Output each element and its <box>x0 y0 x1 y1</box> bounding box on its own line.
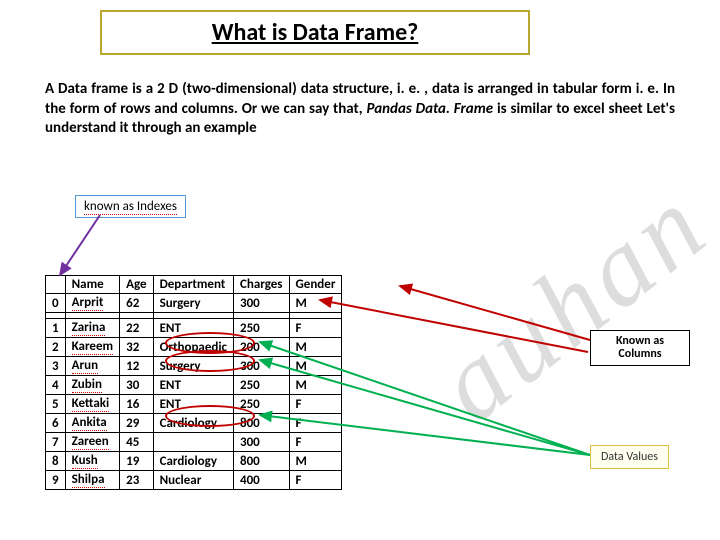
cell-gender: M <box>289 376 342 395</box>
cell-index: 0 <box>46 294 66 313</box>
cell-charges: 250 <box>234 319 290 338</box>
cell-charges: 250 <box>234 395 290 414</box>
cell-dept: Surgery <box>153 294 233 313</box>
table-header-row: Name Age Department Charges Gender <box>46 276 342 294</box>
dataframe-table: Name Age Department Charges Gender 0Arpr… <box>45 275 342 490</box>
cell-age: 45 <box>120 433 153 452</box>
table-row: 8Kush19Cardiology800M <box>46 452 342 471</box>
cell-name: Kareem <box>65 338 120 357</box>
watermark-text: auhan <box>413 160 720 448</box>
cell-index: 3 <box>46 357 66 376</box>
cell-gender: F <box>289 471 342 490</box>
description-text: A Data frame is a 2 D (two-dimensional) … <box>45 80 675 139</box>
cell-dept: Orthopaedic <box>153 338 233 357</box>
cell-dept: ENT <box>153 319 233 338</box>
title-container: What is Data Frame? <box>100 10 530 55</box>
cell-index: 1 <box>46 319 66 338</box>
cell-gender: M <box>289 338 342 357</box>
cell-index: 7 <box>46 433 66 452</box>
cell-dept: ENT <box>153 395 233 414</box>
cell-dept: ENT <box>153 376 233 395</box>
cell-gender: M <box>289 294 342 313</box>
cell-name: Arun <box>65 357 120 376</box>
table-row: 5Kettaki16ENT250F <box>46 395 342 414</box>
cell-dept: Nuclear <box>153 471 233 490</box>
col-dept: Department <box>153 276 233 294</box>
cell-index: 4 <box>46 376 66 395</box>
cell-name: Zareen <box>65 433 120 452</box>
cell-gender: M <box>289 452 342 471</box>
index-header <box>46 276 66 294</box>
cell-gender: M <box>289 357 342 376</box>
cell-age: 12 <box>120 357 153 376</box>
col-gender: Gender <box>289 276 342 294</box>
cell-charges: 400 <box>234 471 290 490</box>
cell-age: 32 <box>120 338 153 357</box>
dataframe-table-container: Name Age Department Charges Gender 0Arpr… <box>45 275 342 490</box>
cell-charges: 300 <box>234 294 290 313</box>
table-row: 0Arprit62Surgery300M <box>46 294 342 313</box>
cell-index: 5 <box>46 395 66 414</box>
cell-name: Arprit <box>65 294 120 313</box>
table-row: 1Zarina22ENT250F <box>46 319 342 338</box>
cell-index: 8 <box>46 452 66 471</box>
cell-charges: 300 <box>234 433 290 452</box>
indexes-callout-text: known as Indexes <box>84 199 177 215</box>
cell-name: Kush <box>65 452 120 471</box>
cell-gender: F <box>289 319 342 338</box>
table-row: 9Shilpa23Nuclear400F <box>46 471 342 490</box>
cell-index: 9 <box>46 471 66 490</box>
cell-age: 29 <box>120 414 153 433</box>
cell-gender: F <box>289 414 342 433</box>
cell-charges: 800 <box>234 414 290 433</box>
cell-dept: Cardiology <box>153 414 233 433</box>
cell-name: Zarina <box>65 319 120 338</box>
cell-name: Ankita <box>65 414 120 433</box>
cell-index: 2 <box>46 338 66 357</box>
desc-part2-italic: Pandas Data. Frame <box>366 100 497 118</box>
cell-age: 22 <box>120 319 153 338</box>
cell-name: Kettaki <box>65 395 120 414</box>
arrow-columns-2 <box>320 300 588 352</box>
table-row: 4Zubin30ENT250M <box>46 376 342 395</box>
cell-age: 16 <box>120 395 153 414</box>
table-row: 7Zareen45 300F <box>46 433 342 452</box>
cell-gender: F <box>289 433 342 452</box>
cell-age: 62 <box>120 294 153 313</box>
cell-index: 6 <box>46 414 66 433</box>
cell-charges: 800 <box>234 452 290 471</box>
columns-callout: Known as Columns <box>590 330 690 366</box>
cell-name: Shilpa <box>65 471 120 490</box>
table-row: 2Kareem32Orthopaedic200M <box>46 338 342 357</box>
table-row: 6Ankita29Cardiology800F <box>46 414 342 433</box>
cell-charges: 250 <box>234 376 290 395</box>
col-charges: Charges <box>234 276 290 294</box>
cell-dept: Surgery <box>153 357 233 376</box>
indexes-callout: known as Indexes <box>75 195 186 218</box>
cell-age: 19 <box>120 452 153 471</box>
cell-gender: F <box>289 395 342 414</box>
col-name: Name <box>65 276 120 294</box>
cell-age: 30 <box>120 376 153 395</box>
cell-age: 23 <box>120 471 153 490</box>
cell-charges: 300 <box>234 357 290 376</box>
cell-charges: 200 <box>234 338 290 357</box>
table-row: 3Arun12Surgery300M <box>46 357 342 376</box>
cell-dept <box>153 433 233 452</box>
col-age: Age <box>120 276 153 294</box>
arrow-columns-1 <box>400 286 590 340</box>
cell-dept: Cardiology <box>153 452 233 471</box>
arrow-indexes <box>60 215 100 275</box>
page-title: What is Data Frame? <box>212 18 419 47</box>
cell-name: Zubin <box>65 376 120 395</box>
values-callout: Data Values <box>590 445 669 469</box>
